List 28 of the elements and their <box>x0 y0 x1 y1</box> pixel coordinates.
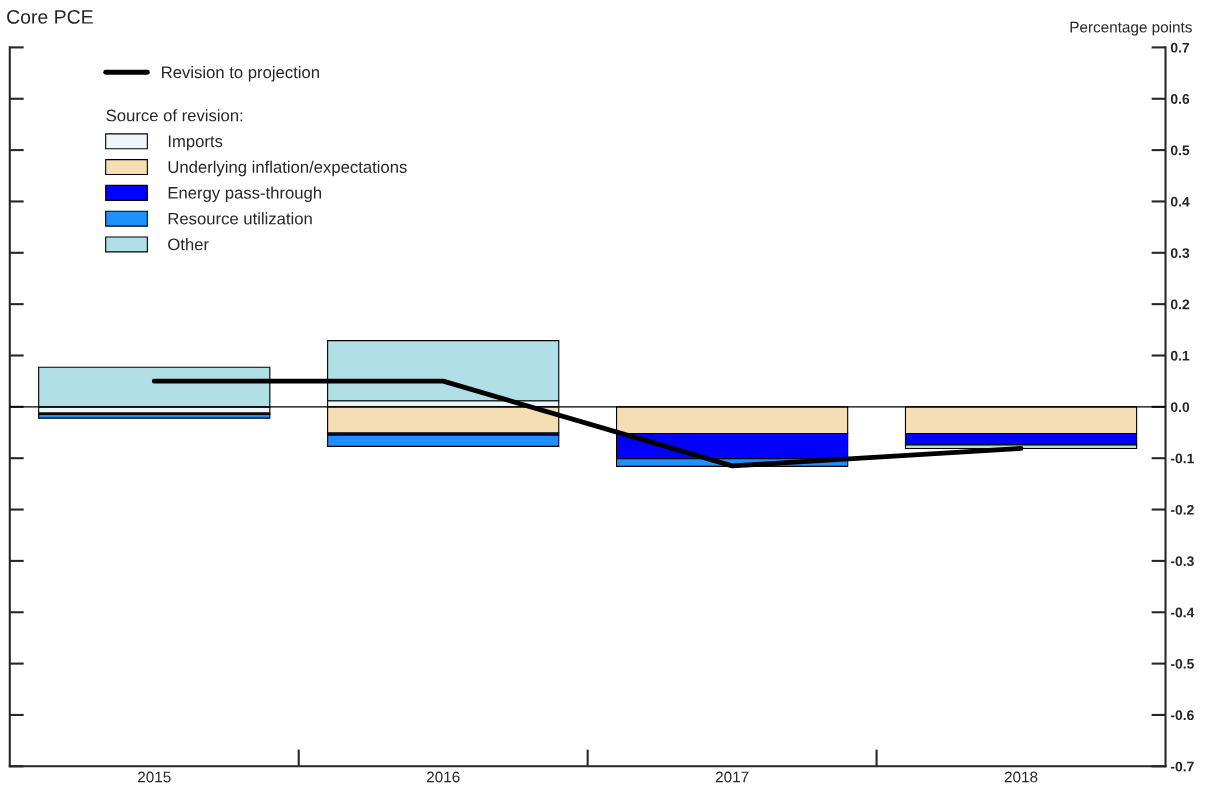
y-tick-label: -0.6 <box>1170 710 1194 721</box>
y-axis-title: Percentage points <box>1070 21 1192 36</box>
y-tick-label: -0.7 <box>1170 761 1194 772</box>
y-tick-label: 0.6 <box>1170 94 1190 104</box>
y-tick-label: -0.4 <box>1170 607 1195 618</box>
legend-label: Revision to projection <box>162 65 319 82</box>
legend-label: Underlying inflation/expectations <box>168 160 407 177</box>
legend-label: Energy pass-through <box>168 186 321 203</box>
x-tick-label: 2015 <box>138 771 171 783</box>
y-tick-label: -0.1 <box>1170 453 1194 464</box>
legend-title: Source of revision: <box>106 109 243 122</box>
y-tick-label: -0.2 <box>1170 504 1194 515</box>
y-tick-label: 0.1 <box>1170 350 1190 361</box>
y-tick-label: -0.3 <box>1170 556 1194 567</box>
legend-label: Imports <box>168 135 223 151</box>
x-tick-label: 2017 <box>715 771 749 783</box>
y-tick-label: 0.4 <box>1170 196 1190 207</box>
y-tick-label: 0.2 <box>1170 299 1190 310</box>
y-tick-label: 0.5 <box>1170 145 1190 156</box>
chart-title: Core PCE <box>7 10 93 24</box>
legend-label: Other <box>168 238 209 251</box>
legend-label: Resource utilization <box>168 212 312 225</box>
y-tick-label: -0.5 <box>1170 658 1194 669</box>
y-tick-label: 0.7 <box>1170 42 1190 53</box>
x-tick-label: 2018 <box>1004 771 1038 783</box>
y-tick-label: 0.3 <box>1170 248 1190 258</box>
y-tick-label: 0.0 <box>1170 402 1190 413</box>
x-tick-label: 2016 <box>426 771 460 783</box>
